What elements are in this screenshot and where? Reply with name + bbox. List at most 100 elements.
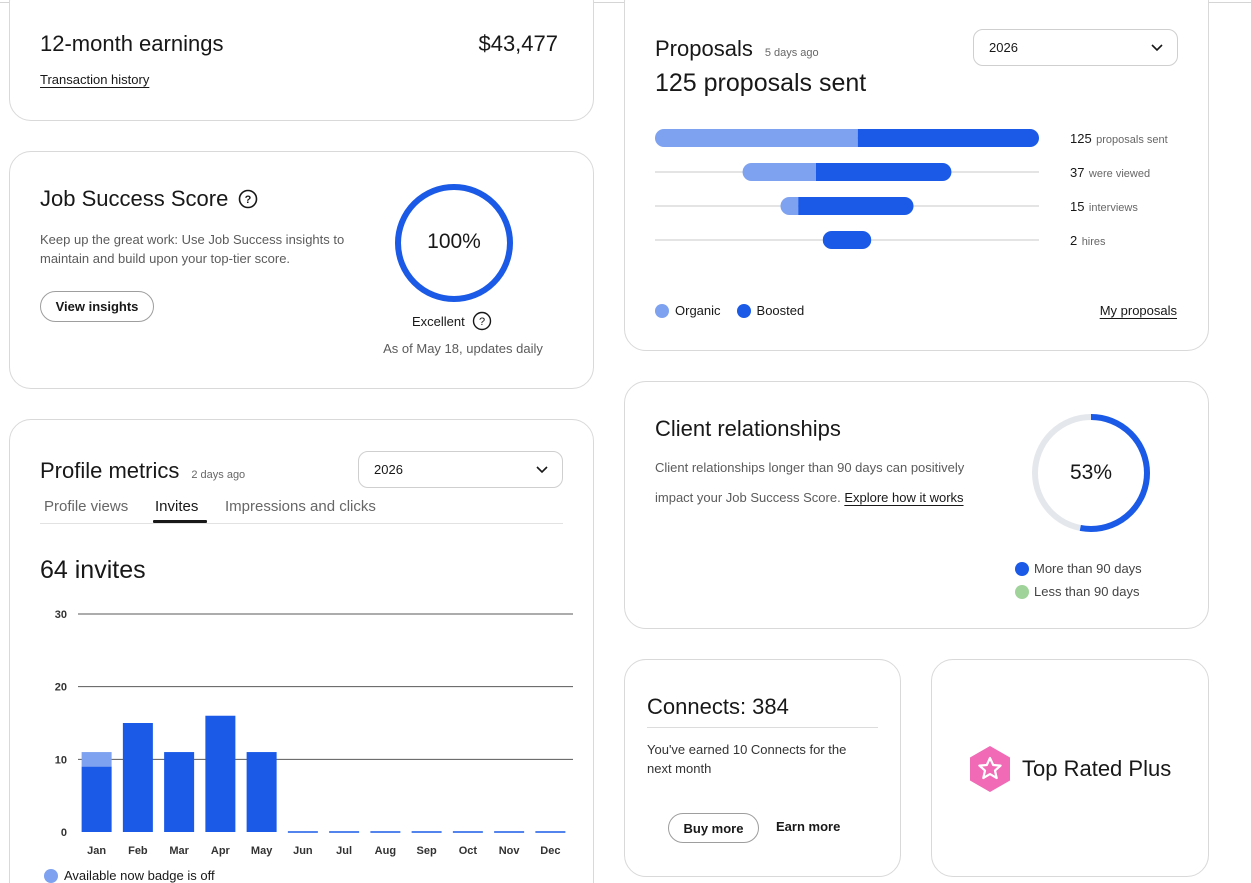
x-tick-label: Dec [540, 845, 560, 857]
tab-invites[interactable]: Invites [155, 498, 199, 515]
x-tick-label: Jun [293, 845, 313, 857]
profile-metrics-header: Profile metrics 2 days ago [40, 458, 245, 484]
tab-impressions-and-clicks[interactable]: Impressions and clicks [225, 498, 376, 515]
x-tick-label: Oct [459, 845, 478, 857]
profile-metrics-year: 2026 [374, 462, 403, 477]
client-relationships-card: Client relationships Client relationship… [624, 381, 1209, 629]
funnel-bar-organic[interactable] [780, 197, 799, 215]
bar-invites[interactable] [81, 766, 112, 832]
funnel-label: hires [1081, 236, 1106, 248]
jss-rating: Excellent [412, 313, 465, 329]
transaction-history-link[interactable]: Transaction history [40, 72, 150, 87]
clients-description-block: Client relationships longer than 90 days… [655, 453, 1000, 513]
legend-less-than-90: Less than 90 days [1034, 584, 1140, 599]
job-success-card: Job Success Score ? Keep up the great wo… [9, 151, 594, 389]
buy-more-button[interactable]: Buy more [668, 813, 759, 843]
y-tick-label: 30 [55, 609, 67, 621]
proposals-legend: Organic Boosted [655, 303, 804, 318]
earnings-card: 12-month earnings $43,477 Transaction hi… [9, 0, 594, 121]
x-tick-label: Sep [417, 845, 437, 857]
available-badge-note: Available now badge is off [64, 868, 215, 883]
bar-invites[interactable] [205, 715, 236, 832]
clients-legend: More than 90 days Less than 90 days [1015, 557, 1142, 603]
profile-metrics-tabs: Profile views Invites Impressions and cl… [40, 498, 563, 524]
x-tick-label: Jan [87, 845, 106, 857]
help-circle-icon[interactable]: ? [472, 311, 492, 331]
top-rated-plus-label: Top Rated Plus [1022, 756, 1172, 781]
tab-invites-underline [153, 520, 207, 523]
funnel-count: 125 [1070, 131, 1092, 146]
funnel-label-row: 125 proposals sent [1070, 130, 1168, 148]
jss-description: Keep up the great work: Use Job Success … [40, 232, 345, 266]
svg-text:?: ? [245, 194, 252, 206]
x-tick-label: Jul [336, 845, 352, 857]
profile-metrics-year-select[interactable]: 2026 [358, 451, 563, 488]
connects-divider [647, 727, 878, 728]
svg-text:?: ? [479, 316, 485, 328]
jss-title: Job Success Score [40, 186, 229, 211]
proposals-header: Proposals 5 days ago [655, 36, 819, 62]
x-tick-label: Mar [169, 845, 189, 857]
funnel-bar-boosted[interactable] [815, 163, 952, 181]
bar-invites[interactable] [122, 723, 153, 832]
earnings-title: 12-month earnings [40, 31, 224, 56]
my-proposals-link[interactable]: My proposals [1099, 303, 1177, 318]
profile-metrics-card: Profile metrics 2 days ago 2026 Profile … [9, 419, 594, 883]
funnel-bar-boosted[interactable] [822, 231, 872, 249]
legend-row-more-than-90: More than 90 days [1015, 557, 1142, 580]
profile-metrics-age: 2 days ago [191, 469, 246, 481]
chevron-down-icon [1151, 44, 1163, 52]
proposals-headline: 125 proposals sent [655, 69, 867, 97]
funnel-bar-boosted[interactable] [798, 197, 914, 215]
funnel-count: 15 [1070, 199, 1085, 214]
earnings-amount: $43,477 [478, 31, 558, 56]
top-rated-plus-card: Top Rated Plus [931, 659, 1209, 877]
earn-more-link[interactable]: Earn more [776, 819, 841, 834]
connects-title: Connects: 384 [647, 694, 789, 719]
tab-profile-views[interactable]: Profile views [44, 498, 129, 515]
clients-title: Client relationships [655, 416, 841, 441]
proposals-year-select[interactable]: 2026 [973, 29, 1178, 66]
invites-headline: 64 invites [40, 556, 146, 584]
invites-bar-chart: 0 10 20 30 Jan Feb Mar Apr May Jun Jul Aug Sep Oct Nov… [55, 609, 573, 857]
explore-how-it-works-link[interactable]: Explore how it works [844, 490, 964, 505]
clients-donut [1032, 414, 1150, 532]
jss-updated: As of May 18, updates daily [383, 341, 543, 356]
funnel-label-row: 37 were viewed [1070, 164, 1150, 182]
legend-dot-less-than-90 [1015, 584, 1029, 599]
proposals-title: Proposals [655, 36, 753, 61]
jss-score-value: 100% [427, 230, 481, 253]
funnel-label: proposals sent [1096, 134, 1168, 146]
funnel-bar-organic[interactable] [742, 163, 816, 181]
funnel-label: interviews [1088, 202, 1138, 214]
bar-invites[interactable] [164, 752, 195, 832]
chevron-down-icon [536, 466, 548, 474]
legend-dot-boosted [736, 303, 751, 318]
jss-rating-row: Excellent ? [412, 311, 492, 331]
proposals-funnel [655, 129, 1039, 249]
x-tick-label: Apr [211, 845, 231, 857]
funnel-bar-boosted[interactable] [857, 129, 1039, 147]
bar-invites[interactable] [246, 752, 277, 832]
help-circle-icon[interactable]: ? [238, 189, 258, 209]
clients-description: Client relationships longer than 90 days… [655, 460, 965, 505]
funnel-label-row: 15 interviews [1070, 198, 1138, 216]
legend-dot-available-badge [44, 868, 58, 883]
proposals-age: 5 days ago [764, 47, 819, 59]
funnel-count: 37 [1070, 165, 1085, 180]
connects-text: You've earned 10 Connects for the next m… [647, 742, 847, 776]
profile-metrics-title: Profile metrics [40, 458, 180, 483]
jss-title-row: Job Success Score ? [40, 186, 258, 212]
legend-dot-more-than-90 [1015, 561, 1029, 576]
funnel-count: 2 [1070, 233, 1078, 248]
legend-dot-organic [655, 303, 669, 318]
view-insights-button[interactable]: View insights [40, 291, 154, 322]
invites-footnote: Available now badge is off [44, 868, 215, 883]
x-tick-label: Aug [375, 845, 396, 857]
bar-invites-available[interactable] [81, 752, 112, 767]
x-tick-label: May [251, 845, 273, 857]
clients-percent: 53% [1069, 461, 1113, 484]
legend-organic: Organic [675, 303, 721, 318]
funnel-bar-organic[interactable] [655, 129, 858, 147]
y-tick-label: 10 [55, 754, 67, 766]
